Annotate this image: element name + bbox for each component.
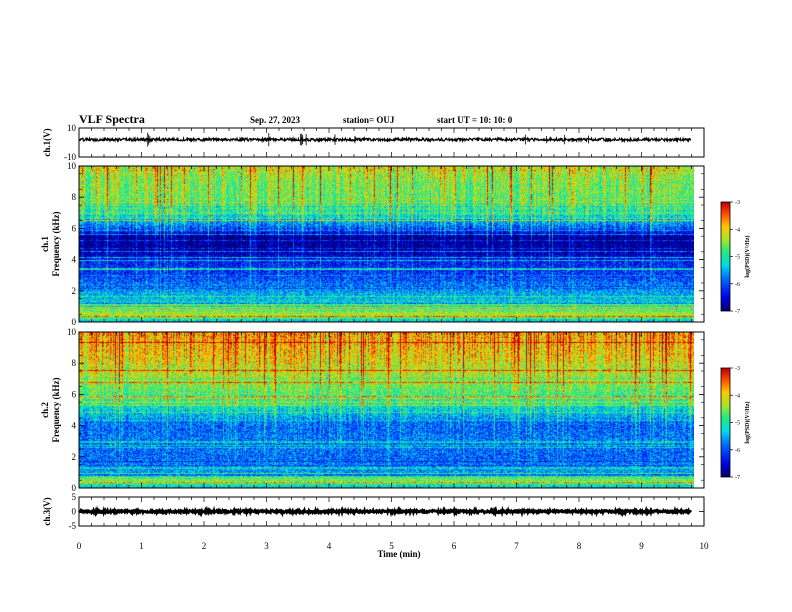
ch1-spectrogram-ylabel: Frequency (kHz) [51,211,61,276]
ch1-colorbar: -3 -4 -5 -6 -7 log(PSD)(V²/Hz) [720,200,751,315]
x-tick-label: 10 [700,541,710,551]
ch2-spectrogram-canvas [79,332,694,488]
ch3-waveform-trace [78,505,693,518]
ch1-spectrogram-channel-label: ch.1 [40,236,50,252]
colorbar-tick-label: -4 [735,393,740,399]
colorbar-tick-label: -3 [735,200,740,206]
y-tick-label: -10 [64,152,76,162]
ch2-spectrogram-ylabel: Frequency (kHz) [51,377,61,442]
y-tick-label: 6 [72,389,77,399]
y-tick-label: 0 [72,317,77,327]
y-tick-label: 4 [72,255,77,265]
station-label: station= OUJ [343,115,395,125]
x-tick-label: 1 [139,541,144,551]
y-tick-label: 10 [67,327,77,337]
y-tick-label: 0 [72,507,77,517]
x-tick-label: 7 [514,541,519,551]
ch1-waveform-trace [78,135,692,144]
ch1-waveform-ylabel: ch.1(V) [42,128,52,156]
time-axis-label: Time (min) [377,549,420,559]
x-tick-label: 3 [264,541,269,551]
ch2-spectrogram-panel [79,332,694,488]
y-tick-label: 0 [72,483,77,493]
ch3-waveform-ylabel: ch.3(V) [42,497,52,525]
colorbar-tick-label: -4 [735,227,740,233]
date-label: Sep. 27, 2023 [250,115,301,125]
ch1-spectrogram-canvas [79,166,694,322]
ch2-colorbar: -3 -4 -5 -6 -7 log(PSD)(V²/Hz) [720,366,751,481]
colorbar-tick-label: -6 [735,282,740,288]
x-tick-label: 2 [202,541,207,551]
ch1-waveform-panel [78,132,692,147]
y-tick-label: -5 [69,521,77,531]
y-tick-label: 8 [72,358,77,368]
y-tick-label: 8 [72,192,77,202]
x-tick-label: 5 [389,541,394,551]
y-tick-label: 2 [72,452,77,462]
x-tick-label: 4 [327,541,332,551]
colorbar-tick-label: -5 [735,421,740,427]
figure-title: VLF Spectra [79,112,145,126]
colorbar-tick-label: -7 [735,475,740,481]
y-tick-label: 10 [67,123,77,133]
y-tick-label: 10 [67,161,77,171]
x-tick-label: 8 [577,541,582,551]
y-tick-label: 5 [72,492,77,502]
x-tick-label: 0 [77,541,82,551]
colorbar-tick-label: -6 [735,448,740,454]
x-tick-label: 6 [452,541,457,551]
colorbar-label: log(PSD)(V²/Hz) [744,401,751,443]
ch2-spectrogram-channel-label: ch.2 [40,402,50,418]
colorbar-tick-label: -5 [735,255,740,261]
colorbar-label: log(PSD)(V²/Hz) [744,235,751,277]
colorbar-tick-label: -3 [735,366,740,372]
ch3-waveform-panel [78,505,693,518]
start-time-label: start UT = 10: 10: 0 [437,115,513,125]
colorbar-tick-label: -7 [735,309,740,315]
ch1-spectrogram-panel [79,166,694,322]
y-tick-label: 4 [72,421,77,431]
y-tick-label: 6 [72,223,77,233]
x-tick-label: 9 [639,541,644,551]
y-tick-label: 2 [72,286,77,296]
